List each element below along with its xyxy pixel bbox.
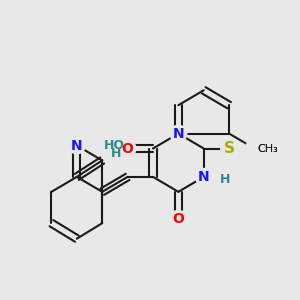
Circle shape [195,169,212,185]
Text: O: O [172,212,184,226]
Text: HO: HO [103,139,124,152]
Circle shape [170,210,187,227]
Text: N: N [172,127,184,141]
Text: N: N [71,139,83,152]
Text: O: O [122,142,134,155]
Circle shape [68,137,85,154]
Text: N: N [198,170,210,184]
Text: CH₃: CH₃ [257,143,278,154]
Circle shape [170,125,187,142]
Circle shape [119,140,136,157]
Circle shape [246,140,263,158]
Text: H: H [110,148,121,160]
Text: H: H [220,173,230,186]
Circle shape [221,140,238,157]
Text: S: S [224,141,235,156]
Text: CH₃: CH₃ [257,143,278,154]
